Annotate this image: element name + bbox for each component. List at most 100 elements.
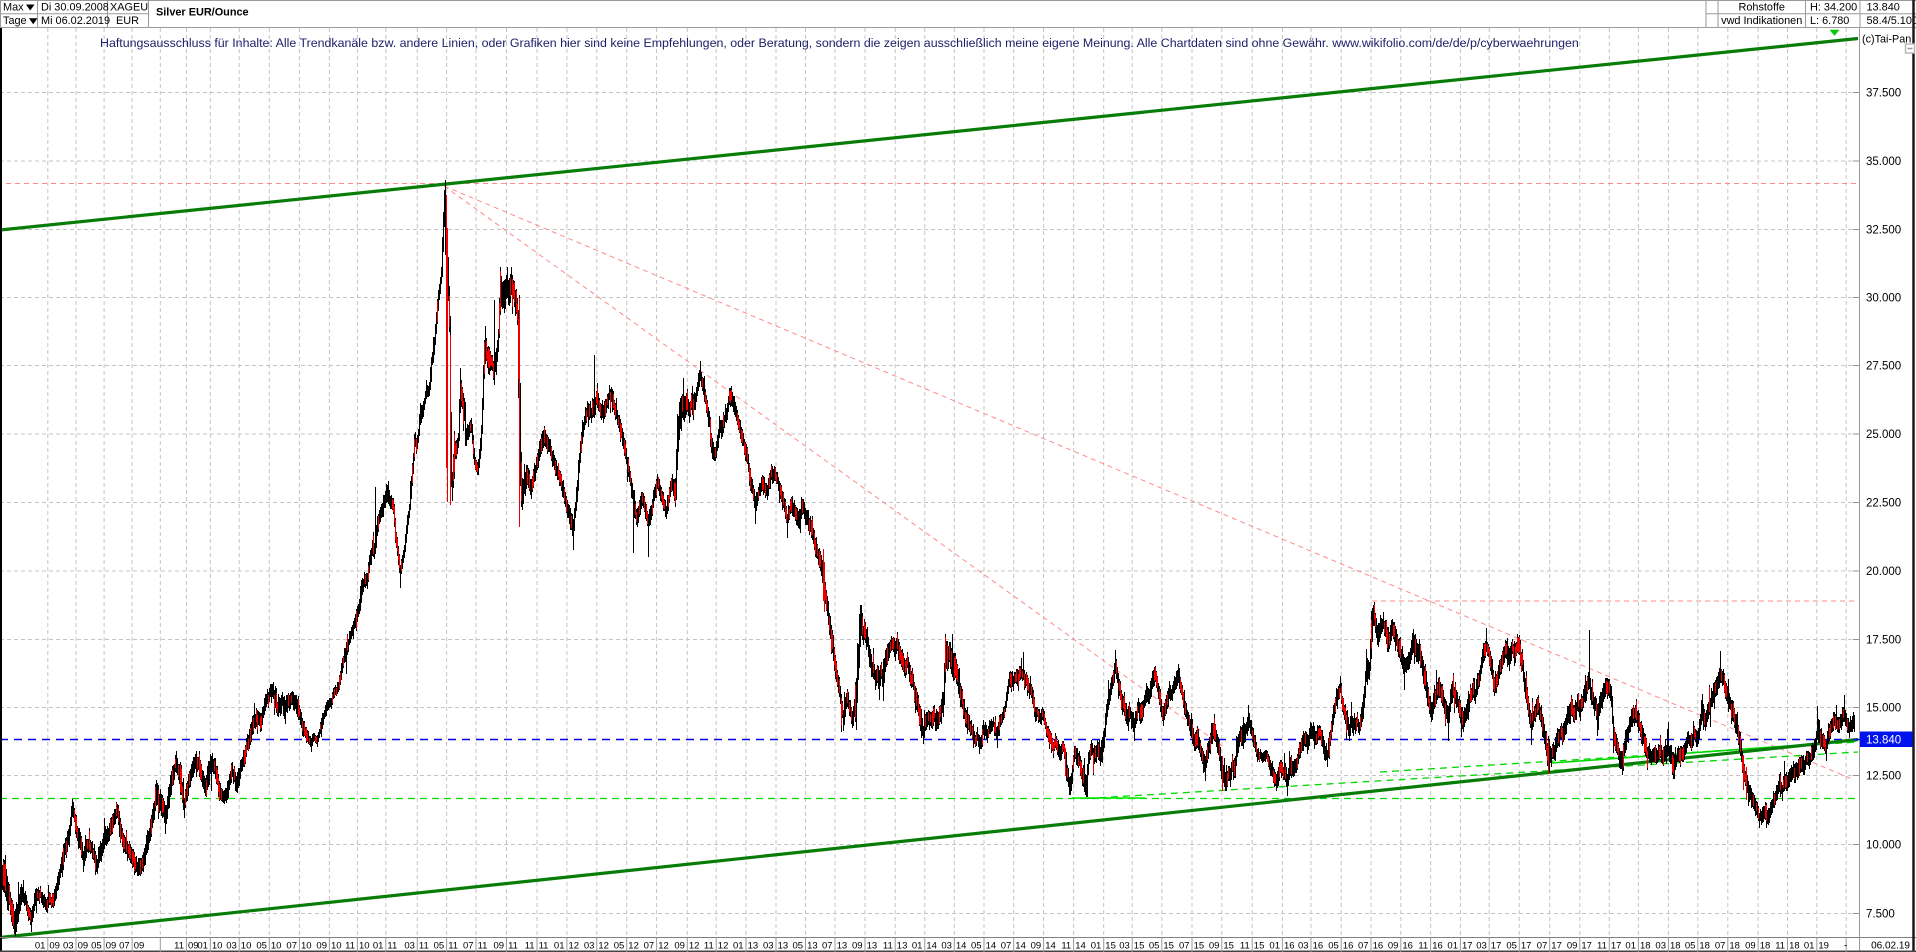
svg-text:18: 18 [1699, 941, 1710, 952]
svg-text:01: 01 [1447, 941, 1458, 952]
svg-text:01: 01 [373, 941, 384, 952]
svg-text:01: 01 [1804, 941, 1815, 952]
svg-text:03: 03 [226, 941, 237, 952]
svg-text:09: 09 [78, 941, 89, 952]
svg-text:11: 11 [1597, 941, 1607, 952]
svg-text:17: 17 [1491, 941, 1502, 952]
svg-text:07: 07 [119, 941, 130, 952]
svg-text:07: 07 [1001, 941, 1012, 952]
svg-text:Mi 06.02.2019: Mi 06.02.2019 [41, 15, 110, 27]
svg-text:13: 13 [807, 941, 818, 952]
svg-text:18: 18 [1670, 941, 1681, 952]
svg-text:01: 01 [35, 941, 46, 952]
svg-text:12: 12 [689, 941, 700, 952]
svg-text:05: 05 [256, 941, 267, 952]
svg-text:12: 12 [658, 941, 669, 952]
svg-text:15: 15 [1194, 941, 1205, 952]
svg-text:vwd Indikationen: vwd Indikationen [1721, 15, 1802, 27]
svg-text:11: 11 [174, 941, 184, 952]
svg-text:12.500: 12.500 [1866, 771, 1901, 783]
svg-text:16: 16 [1343, 941, 1354, 952]
svg-text:10: 10 [212, 941, 223, 952]
svg-text:03: 03 [1655, 941, 1666, 952]
svg-text:13.840: 13.840 [1866, 735, 1901, 747]
svg-text:07: 07 [463, 941, 474, 952]
svg-text:10: 10 [301, 941, 312, 952]
svg-text:11: 11 [1061, 941, 1071, 952]
svg-text:10: 10 [331, 941, 342, 952]
svg-text:Max: Max [3, 2, 24, 14]
svg-text:11: 11 [525, 941, 535, 952]
svg-text:12: 12 [718, 941, 729, 952]
svg-text:H: 34.200: H: 34.200 [1810, 2, 1857, 14]
svg-text:01: 01 [912, 941, 923, 952]
svg-text:Tage: Tage [3, 15, 27, 27]
svg-text:14: 14 [1075, 941, 1086, 952]
svg-text:13: 13 [837, 941, 848, 952]
svg-text:EUR: EUR [116, 15, 139, 27]
svg-text:10.000: 10.000 [1866, 840, 1901, 852]
svg-text:09: 09 [852, 941, 863, 952]
svg-text:10: 10 [241, 941, 252, 952]
svg-text:09: 09 [1209, 941, 1220, 952]
svg-text:05: 05 [793, 941, 804, 952]
svg-text:01: 01 [1091, 941, 1102, 952]
svg-text:11: 11 [478, 941, 488, 952]
svg-text:05: 05 [91, 941, 102, 952]
svg-text:06.02.19: 06.02.19 [1871, 941, 1910, 952]
svg-text:09: 09 [494, 941, 505, 952]
svg-text:Silver EUR/Ounce: Silver EUR/Ounce [156, 7, 249, 19]
svg-text:09: 09 [106, 941, 117, 952]
svg-text:11: 11 [448, 941, 458, 952]
svg-text:17: 17 [1611, 941, 1622, 952]
svg-text:14: 14 [956, 941, 967, 952]
svg-text:7.500: 7.500 [1866, 909, 1895, 921]
svg-text:11: 11 [704, 941, 714, 952]
svg-text:35.000: 35.000 [1866, 156, 1901, 168]
svg-text:17: 17 [1581, 941, 1592, 952]
svg-text:15: 15 [1105, 941, 1116, 952]
svg-text:32.500: 32.500 [1866, 225, 1901, 237]
svg-text:01: 01 [197, 941, 208, 952]
svg-text:11: 11 [883, 941, 893, 952]
svg-text:13: 13 [867, 941, 878, 952]
svg-text:03: 03 [941, 941, 952, 952]
svg-text:07: 07 [286, 941, 297, 952]
svg-text:05: 05 [971, 941, 982, 952]
svg-text:37.500: 37.500 [1866, 88, 1901, 100]
svg-text:17: 17 [1462, 941, 1473, 952]
svg-text:05: 05 [1685, 941, 1696, 952]
svg-text:16: 16 [1432, 941, 1443, 952]
svg-text:15: 15 [1163, 941, 1174, 952]
svg-text:-: - [1844, 941, 1847, 952]
svg-text:09: 09 [188, 941, 199, 952]
svg-text:10: 10 [359, 941, 370, 952]
svg-text:11: 11 [419, 941, 429, 952]
svg-text:11: 11 [539, 941, 549, 952]
svg-text:18: 18 [1789, 941, 1800, 952]
svg-text:05: 05 [434, 941, 445, 952]
svg-text:03: 03 [404, 941, 415, 952]
svg-text:11: 11 [1240, 941, 1250, 952]
svg-text:11: 11 [1775, 941, 1785, 952]
svg-text:07: 07 [1715, 941, 1726, 952]
svg-text:01: 01 [1625, 941, 1636, 952]
svg-text:13.840: 13.840 [1867, 2, 1900, 14]
svg-text:05: 05 [614, 941, 625, 952]
svg-text:11: 11 [387, 941, 397, 952]
svg-text:09: 09 [674, 941, 685, 952]
svg-text:11: 11 [345, 941, 355, 952]
svg-text:L: 6.780: L: 6.780 [1810, 15, 1849, 27]
svg-text:13: 13 [897, 941, 908, 952]
svg-text:07: 07 [822, 941, 833, 952]
svg-text:12: 12 [628, 941, 639, 952]
svg-text:09: 09 [1031, 941, 1042, 952]
svg-text:09: 09 [1388, 941, 1399, 952]
svg-text:14: 14 [1015, 941, 1026, 952]
svg-text:20.000: 20.000 [1866, 566, 1901, 578]
svg-text:03: 03 [584, 941, 595, 952]
svg-text:19: 19 [1818, 941, 1829, 952]
svg-text:16: 16 [1402, 941, 1413, 952]
svg-text:16: 16 [1373, 941, 1384, 952]
svg-text:10: 10 [271, 941, 282, 952]
